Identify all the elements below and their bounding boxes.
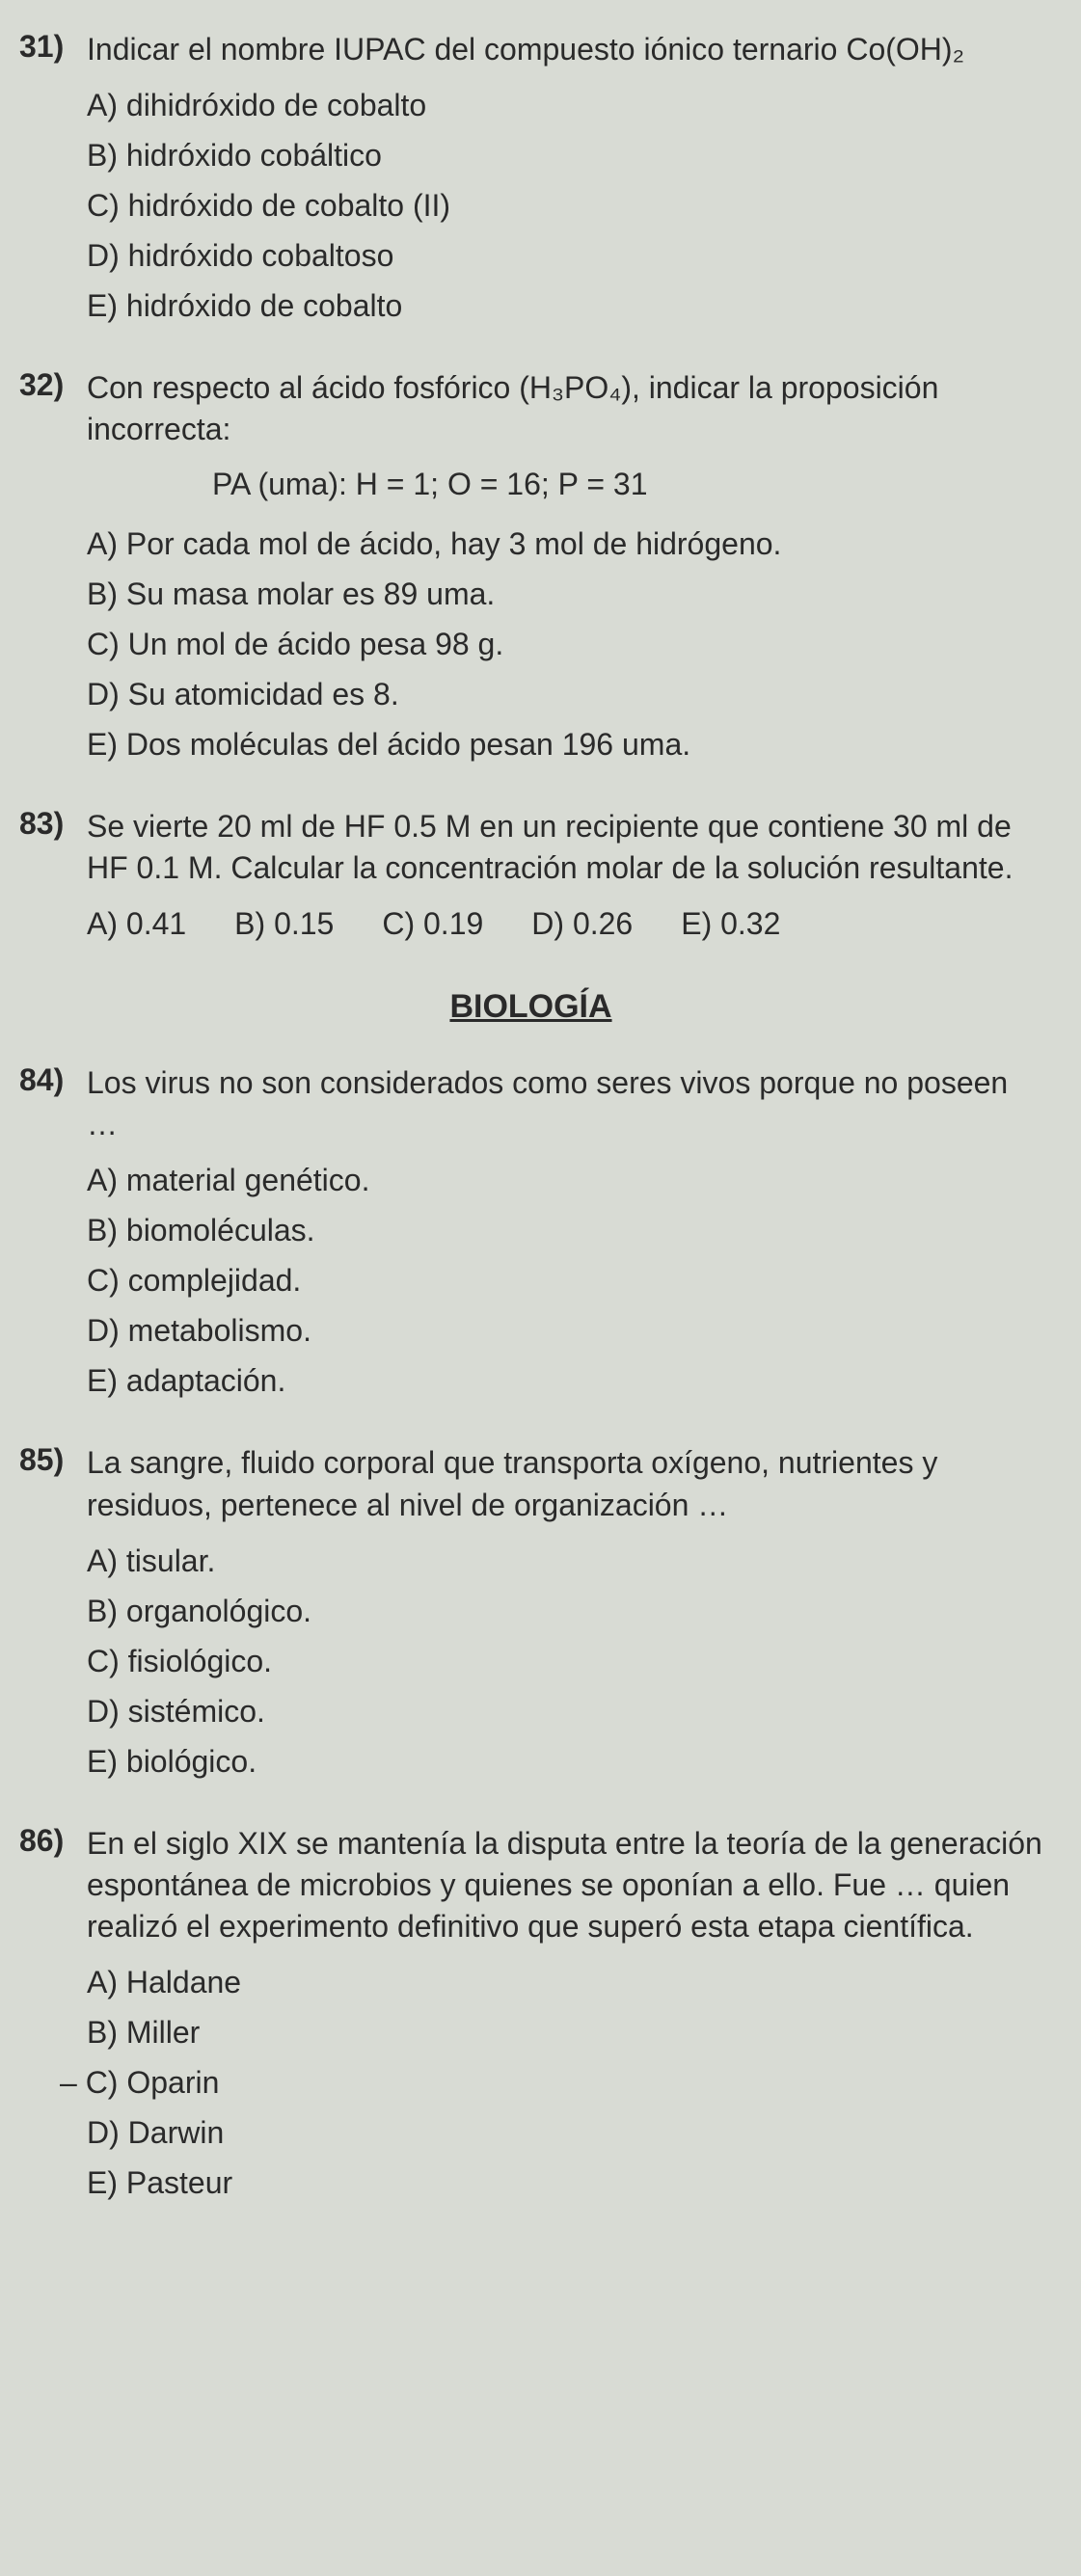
question-84: 84) Los virus no son considerados como s… [19,1062,1042,1406]
option-c: C) 0.19 [382,906,483,942]
question-31: 31) Indicar el nombre IUPAC del compuest… [19,29,1042,331]
option-c: C) fisiológico. [87,1636,1042,1686]
question-text: Con respecto al ácido fosfórico (H₃PO₄),… [87,367,1042,450]
option-d: D) metabolismo. [87,1305,1042,1355]
option-e: E) hidróxido de cobalto [87,281,1042,331]
options-list: A) dihidróxido de cobalto B) hidróxido c… [87,80,1042,331]
question-number: 85) [19,1442,87,1478]
option-b: B) biomoléculas. [87,1205,1042,1255]
question-header: 84) Los virus no son considerados como s… [19,1062,1042,1145]
question-text: La sangre, fluido corporal que transport… [87,1442,1042,1525]
option-b: B) 0.15 [234,906,334,942]
question-header: 86) En el siglo XIX se mantenía la dispu… [19,1823,1042,1948]
question-number: 32) [19,367,87,403]
option-d: D) Darwin [87,2107,1042,2158]
option-a: A) 0.41 [87,906,186,942]
question-text: En el siglo XIX se mantenía la disputa e… [87,1823,1042,1948]
option-c: C) Un mol de ácido pesa 98 g. [87,619,1042,669]
question-header: 32) Con respecto al ácido fosfórico (H₃P… [19,367,1042,450]
question-83: 83) Se vierte 20 ml de HF 0.5 M en un re… [19,806,1042,942]
option-d: D) Su atomicidad es 8. [87,669,1042,719]
option-b: B) organológico. [87,1586,1042,1636]
option-e: E) Dos moléculas del ácido pesan 196 uma… [87,719,1042,769]
question-formula: PA (uma): H = 1; O = 16; P = 31 [212,461,1042,507]
option-b: B) hidróxido cobáltico [87,130,1042,180]
option-c-text: C) Oparin [86,2065,220,2100]
option-d: D) sistémico. [87,1686,1042,1736]
option-e: E) Pasteur [87,2158,1042,2208]
question-number: 86) [19,1823,87,1859]
option-d: D) hidróxido cobaltoso [87,230,1042,281]
question-header: 83) Se vierte 20 ml de HF 0.5 M en un re… [19,806,1042,889]
options-list: A) Por cada mol de ácido, hay 3 mol de h… [87,519,1042,769]
question-number: 31) [19,29,87,65]
option-e: E) biológico. [87,1736,1042,1786]
question-header: 31) Indicar el nombre IUPAC del compuest… [19,29,1042,70]
options-row: A) 0.41 B) 0.15 C) 0.19 D) 0.26 E) 0.32 [87,906,1042,942]
question-text: Se vierte 20 ml de HF 0.5 M en un recipi… [87,806,1042,889]
question-text: Indicar el nombre IUPAC del compuesto ió… [87,29,1042,70]
question-text: Los virus no son considerados como seres… [87,1062,1042,1145]
option-c: C) complejidad. [87,1255,1042,1305]
option-c: C) hidróxido de cobalto (II) [87,180,1042,230]
option-a: A) Haldane [87,1957,1042,2007]
option-b: B) Su masa molar es 89 uma. [87,569,1042,619]
section-title-biologia: BIOLOGÍA [19,988,1042,1026]
question-header: 85) La sangre, fluido corporal que trans… [19,1442,1042,1525]
option-a: A) dihidróxido de cobalto [87,80,1042,130]
option-a: A) material genético. [87,1155,1042,1205]
option-e: E) adaptación. [87,1355,1042,1406]
question-86: 86) En el siglo XIX se mantenía la dispu… [19,1823,1042,2209]
question-32: 32) Con respecto al ácido fosfórico (H₃P… [19,367,1042,768]
option-c: – C) Oparin [60,2057,1042,2107]
option-a: A) Por cada mol de ácido, hay 3 mol de h… [87,519,1042,569]
question-85: 85) La sangre, fluido corporal que trans… [19,1442,1042,1785]
options-list: A) material genético. B) biomoléculas. C… [87,1155,1042,1406]
options-list: A) Haldane B) Miller – C) Oparin D) Darw… [87,1957,1042,2208]
option-c-prefix: – [60,2065,86,2100]
options-list: A) tisular. B) organológico. C) fisiológ… [87,1536,1042,1786]
option-b: B) Miller [87,2007,1042,2057]
option-e: E) 0.32 [681,906,780,942]
option-a: A) tisular. [87,1536,1042,1586]
question-number: 83) [19,806,87,842]
option-d: D) 0.26 [531,906,633,942]
question-number: 84) [19,1062,87,1098]
